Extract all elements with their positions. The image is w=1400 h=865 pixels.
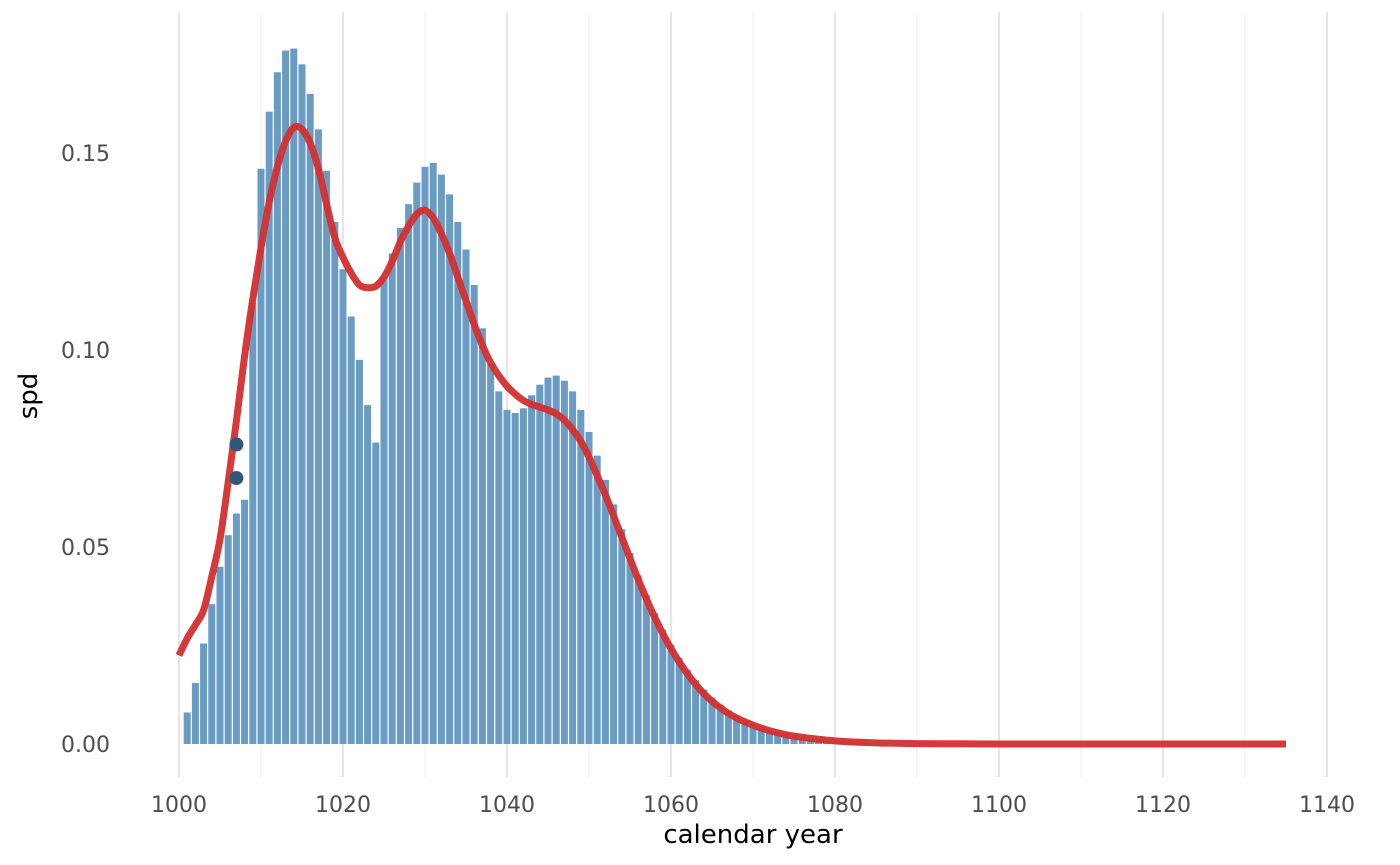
histogram-bar: [216, 566, 224, 744]
histogram-bar: [437, 174, 445, 745]
histogram-bar: [585, 431, 593, 744]
grid-lines: [177, 12, 1329, 777]
histogram-bar: [265, 111, 273, 744]
x-tick-label: 1020: [315, 793, 371, 818]
histogram-bar: [552, 375, 560, 744]
histogram-bar: [487, 363, 495, 744]
histogram-bar: [290, 48, 298, 744]
histogram-bar: [528, 395, 536, 744]
data-point: [229, 471, 244, 486]
histogram-bar: [200, 643, 208, 744]
histogram-bar: [446, 194, 454, 744]
histogram-bar: [388, 253, 396, 744]
histogram-bar: [314, 129, 322, 745]
x-tick-label: 1140: [1299, 793, 1355, 818]
histogram-bar: [708, 697, 716, 744]
bars: [183, 48, 880, 745]
y-axis-title: spd: [14, 373, 44, 420]
histogram-bar: [511, 413, 519, 744]
histogram-bar: [396, 227, 404, 745]
histogram-bar: [692, 680, 700, 744]
histogram-bar: [774, 732, 782, 744]
histogram-bar: [249, 302, 257, 744]
histogram-bar: [667, 644, 675, 744]
histogram-bar: [355, 359, 363, 744]
histogram-bar: [282, 50, 290, 745]
x-tick-label: 1100: [971, 793, 1027, 818]
histogram-bar: [765, 730, 773, 744]
histogram-bar: [224, 535, 232, 744]
x-tick-label: 1060: [643, 793, 699, 818]
data-point: [229, 437, 244, 452]
histogram-bar: [626, 552, 634, 744]
histogram-bar: [724, 710, 732, 744]
histogram-bar: [306, 93, 314, 744]
histogram-bar: [618, 529, 626, 744]
histogram-bar: [733, 715, 741, 744]
histogram-bar: [191, 682, 199, 744]
histogram-bar: [331, 221, 339, 744]
histogram-bar: [651, 613, 659, 744]
density-line: [175, 122, 1286, 748]
x-axis-title: calendar year: [663, 820, 843, 850]
y-tick-labels: 0.00 0.05 0.10 0.15: [61, 142, 110, 758]
histogram-bar: [634, 575, 642, 744]
histogram-bar: [470, 284, 478, 744]
histogram-bar: [257, 168, 265, 744]
histogram-bar: [593, 455, 601, 744]
histogram-bar: [323, 170, 331, 745]
y-tick-label: 0.10: [61, 339, 110, 364]
histogram-bar: [790, 736, 798, 744]
histogram-bar: [421, 166, 429, 745]
histogram-bar: [741, 720, 749, 744]
histogram-bar: [298, 64, 306, 745]
histogram-bar: [347, 316, 355, 744]
y-tick-label: 0.00: [61, 733, 110, 758]
histogram-bar: [478, 328, 486, 744]
y-tick-label: 0.15: [61, 142, 110, 167]
histogram-bar: [749, 724, 757, 744]
histogram-bar: [560, 380, 568, 744]
x-tick-label: 1080: [807, 793, 863, 818]
histogram-bar: [208, 604, 216, 744]
histogram-bar: [462, 249, 470, 744]
histogram-bar: [183, 712, 191, 744]
histogram-bar: [700, 689, 708, 744]
histogram-bar: [364, 405, 372, 744]
x-tick-label: 1120: [1135, 793, 1191, 818]
histogram-bar: [519, 408, 527, 744]
y-tick-label: 0.05: [61, 536, 110, 561]
histogram-bar: [339, 269, 347, 744]
x-tick-label: 1000: [151, 793, 207, 818]
density-curve: [175, 122, 1286, 748]
histogram-bar: [232, 513, 240, 744]
histogram-bar: [683, 669, 691, 744]
histogram-bar: [380, 277, 388, 744]
histogram-bar: [675, 658, 683, 744]
histogram-bar: [716, 704, 724, 744]
histogram-bar: [429, 162, 437, 745]
histogram-bar: [601, 480, 609, 744]
histogram-bar: [536, 384, 544, 744]
histogram-bar: [782, 734, 790, 744]
histogram-bar: [273, 72, 281, 745]
histogram-bar: [757, 727, 765, 744]
histogram-bar: [454, 221, 462, 744]
histogram-bar: [544, 377, 552, 744]
histogram-bar: [241, 499, 249, 744]
histogram-bar: [569, 391, 577, 744]
histogram-bar: [372, 442, 380, 744]
histogram-bar: [503, 409, 511, 744]
histogram-bar: [642, 595, 650, 744]
histogram-bar: [659, 629, 667, 744]
histogram-bar: [413, 182, 421, 745]
histogram-bar: [405, 204, 413, 745]
x-tick-labels: 1000 1020 1040 1060 1080 1100 1120 1140: [151, 793, 1355, 818]
histogram-bar: [577, 409, 585, 744]
points: [229, 437, 244, 486]
histogram-bar: [495, 391, 503, 744]
histogram-bar: [610, 504, 618, 744]
x-tick-label: 1040: [479, 793, 535, 818]
